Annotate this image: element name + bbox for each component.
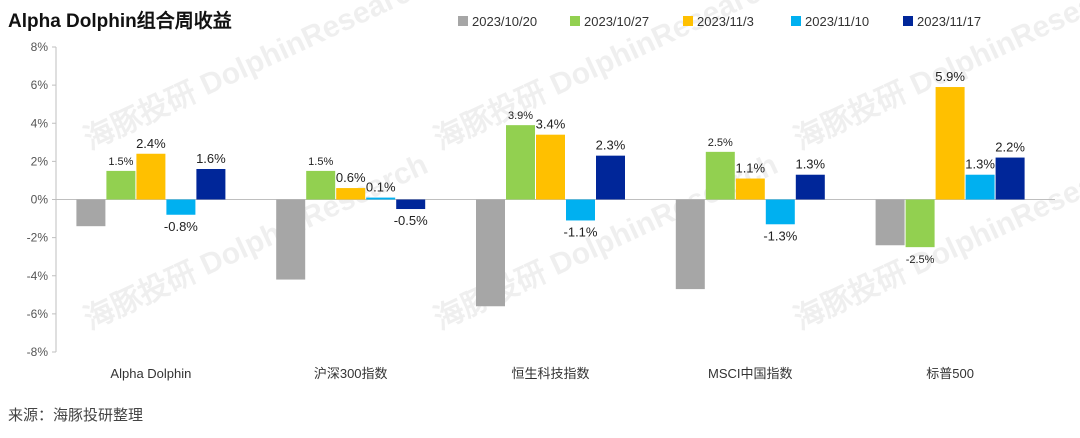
y-tick-label-2: -4% bbox=[27, 269, 49, 283]
bar-3-2 bbox=[566, 199, 595, 221]
y-tick-label-6: 4% bbox=[31, 116, 49, 130]
y-tick-label-3: -2% bbox=[27, 231, 49, 245]
category-label-4: 标普500 bbox=[926, 366, 974, 381]
bar-1-0 bbox=[106, 170, 136, 200]
data-label-4-2: 2.3% bbox=[596, 138, 626, 153]
bar-2-2 bbox=[536, 134, 565, 200]
bar-2-4 bbox=[935, 87, 965, 200]
legend-label-0: 2023/10/20 bbox=[472, 14, 537, 29]
bar-3-4 bbox=[965, 174, 995, 200]
legend-label-3: 2023/11/10 bbox=[805, 14, 869, 29]
bar-0-4 bbox=[875, 199, 905, 246]
data-label-3-4: 1.3% bbox=[965, 157, 995, 172]
legend-label-4: 2023/11/17 bbox=[917, 14, 981, 29]
bar-4-4 bbox=[995, 157, 1025, 200]
y-tick-label-5: 2% bbox=[31, 154, 49, 168]
data-label-3-2: -1.1% bbox=[564, 224, 598, 239]
data-label-4-3: 1.3% bbox=[795, 157, 825, 172]
data-label-2-3: 1.1% bbox=[735, 161, 765, 176]
data-label-3-0: -0.8% bbox=[164, 219, 198, 234]
legend-swatch-3 bbox=[791, 16, 801, 26]
data-label-2-0: 2.4% bbox=[136, 136, 166, 151]
data-label-2-4: 5.9% bbox=[935, 69, 965, 84]
category-label-0: Alpha Dolphin bbox=[110, 366, 191, 381]
y-tick-label-1: -6% bbox=[27, 307, 49, 321]
data-label-2-1: 0.6% bbox=[336, 170, 366, 185]
chart-title: Alpha Dolphin组合周收益 bbox=[8, 11, 232, 32]
bar-0-3 bbox=[675, 199, 705, 290]
bar-1-1 bbox=[306, 170, 336, 200]
bar-4-1 bbox=[396, 199, 426, 210]
legend-swatch-4 bbox=[903, 16, 913, 26]
data-label-1-2: 3.9% bbox=[508, 110, 533, 122]
bar-4-0 bbox=[196, 169, 226, 200]
bar-4-3 bbox=[795, 174, 825, 200]
legend-swatch-1 bbox=[570, 16, 580, 26]
bar-1-4 bbox=[905, 199, 935, 248]
y-tick-label-7: 6% bbox=[31, 78, 49, 92]
data-label-1-4: -2.5% bbox=[906, 254, 935, 266]
data-label-1-0: 1.5% bbox=[108, 156, 133, 168]
bar-0-2 bbox=[476, 199, 505, 307]
source-note: 来源：海豚投研整理 bbox=[8, 407, 144, 424]
category-label-1: 沪深300指数 bbox=[314, 366, 388, 381]
data-label-2-2: 3.4% bbox=[536, 117, 566, 132]
legend-swatch-0 bbox=[458, 16, 468, 26]
bar-3-1 bbox=[366, 197, 396, 200]
bar-3-3 bbox=[765, 199, 795, 225]
bar-2-1 bbox=[336, 188, 366, 200]
data-label-4-1: -0.5% bbox=[394, 213, 428, 228]
bar-0-0 bbox=[76, 199, 106, 227]
bar-3-0 bbox=[166, 199, 196, 215]
bar-1-2 bbox=[506, 125, 535, 200]
legend-label-1: 2023/10/27 bbox=[584, 14, 649, 29]
bar-4-2 bbox=[596, 155, 625, 200]
category-label-3: MSCI中国指数 bbox=[708, 366, 793, 381]
legend-swatch-2 bbox=[683, 16, 693, 26]
category-label-2: 恒生科技指数 bbox=[511, 366, 589, 381]
data-label-4-0: 1.6% bbox=[196, 151, 226, 166]
y-tick-label-4: 0% bbox=[31, 193, 49, 207]
bar-1-3 bbox=[705, 151, 735, 200]
data-label-1-1: 1.5% bbox=[308, 156, 333, 168]
bar-2-0 bbox=[136, 153, 166, 200]
watermark-0: 海豚投研 DolphinResearch bbox=[79, 0, 433, 156]
y-tick-label-8: 8% bbox=[31, 40, 49, 54]
y-tick-label-0: -8% bbox=[27, 345, 49, 359]
legend-label-2: 2023/11/3 bbox=[697, 14, 754, 29]
bar-0-1 bbox=[276, 199, 306, 280]
data-label-1-3: 2.5% bbox=[708, 137, 733, 149]
data-label-3-3: -1.3% bbox=[763, 228, 797, 243]
data-label-4-4: 2.2% bbox=[995, 140, 1025, 155]
bar-2-3 bbox=[735, 178, 765, 200]
data-label-3-1: 0.1% bbox=[366, 180, 396, 195]
